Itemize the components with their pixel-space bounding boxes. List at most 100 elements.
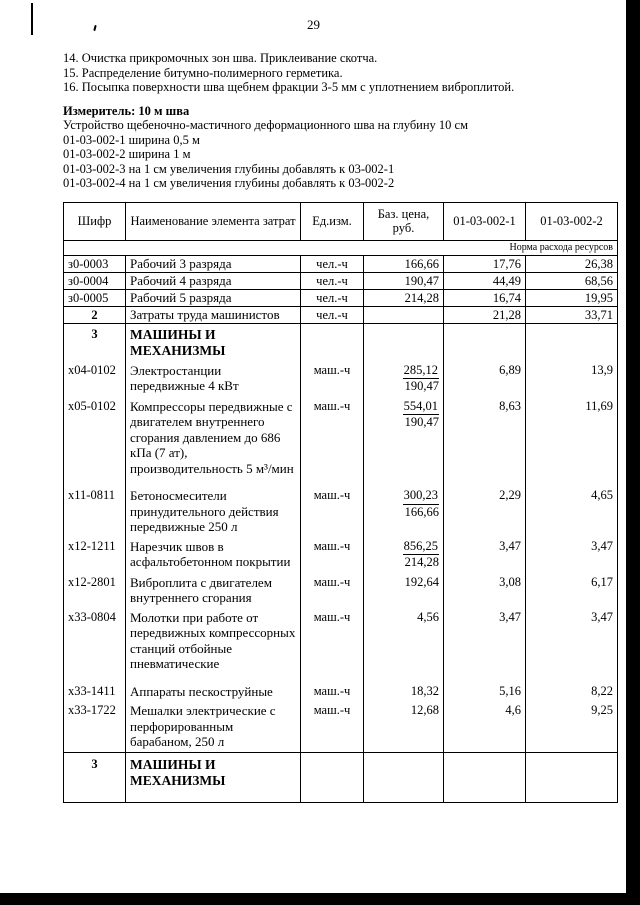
cell-unit: маш.-ч: [300, 607, 364, 674]
cell-price: 856,25 214,28: [363, 536, 444, 573]
col-header-unit: Ед.изм.: [300, 202, 364, 241]
cell-v1: 3,47: [443, 536, 526, 573]
description-line: 01-03-002-4 на 1 см увеличения глубины д…: [63, 176, 395, 191]
table-row: х12-2801 Виброплита с двигателем внутренн…: [63, 572, 618, 608]
cell-price: 190,47: [363, 272, 444, 290]
measure-label: Измеритель: 10 м шва: [63, 103, 190, 118]
cell-unit: маш.-ч: [300, 396, 364, 479]
cell-name: МАШИНЫ И МЕХАНИЗМЫ: [125, 323, 301, 361]
price-denominator: 166,66: [404, 504, 439, 519]
cell-v1: 4,6: [443, 701, 526, 753]
cell-v2: 3,47: [525, 536, 618, 573]
cell-price: 214,28: [363, 289, 444, 307]
scan-edge-right: [626, 0, 640, 905]
cell-name: Компрессоры передвижные с двигателем вну…: [125, 396, 301, 479]
table-row: х33-1411 Аппараты пескоструйные маш.-ч 18,3…: [63, 673, 618, 702]
description-line: 01-03-002-2 ширина 1 м: [63, 147, 191, 162]
col-header-price: Баз. цена, руб.: [363, 202, 444, 241]
cell-unit: маш.-ч: [300, 572, 364, 608]
content: 14. Очистка прикромочных зон шва. Прикле…: [0, 51, 618, 803]
cell-code: з0-0004: [63, 272, 126, 290]
cell-unit: маш.-ч: [300, 701, 364, 753]
cell-v2: 68,56: [525, 272, 618, 290]
cell-name: МАШИНЫ И МЕХАНИЗМЫ: [125, 751, 301, 803]
cell-unit: чел.-ч: [300, 306, 364, 324]
cell-code: х33-0804: [63, 607, 126, 674]
intro-item-15: 15. Распределение битумно-полимерного ге…: [63, 65, 343, 80]
cell-price: 18,32: [363, 673, 444, 702]
cell-code: х11-0811: [63, 478, 126, 537]
description-line: 01-03-002-1 ширина 0,5 м: [63, 132, 200, 147]
table-row: 3 МАШИНЫ И МЕХАНИЗМЫ: [63, 323, 618, 361]
note-label: Норма расхода ресурсов: [63, 240, 618, 256]
cell-unit: маш.-ч: [300, 478, 364, 537]
cell-code: 2: [63, 306, 126, 324]
cell-v1: 16,74: [443, 289, 526, 307]
cell-price: [363, 306, 444, 324]
page-number: 29: [307, 17, 320, 32]
intro-item-14: 14. Очистка прикромочных зон шва. Прикле…: [63, 51, 378, 65]
table-row: х04-0102 Электростанции передвижные 4 кВт…: [63, 360, 618, 397]
cell-name: Затраты труда машинистов: [125, 306, 301, 324]
cell-price: 285,12 190,47: [363, 360, 444, 397]
cell-price: 554,01 190,47: [363, 396, 444, 479]
description-block: Устройство щебеночно-мастичного деформац…: [63, 118, 617, 191]
price-numerator: 300,23: [402, 488, 439, 505]
cell-unit: маш.-ч: [300, 673, 364, 702]
cell-price: 300,23 166,66: [363, 478, 444, 537]
cell-name: Электростанции передвижные 4 кВт: [125, 360, 301, 397]
cell-v2: 4,65: [525, 478, 618, 537]
cell-unit: [300, 751, 364, 803]
cell-name: Рабочий 4 разряда: [125, 272, 301, 290]
table-row: х33-1722 Мешалки электрические с перфорир…: [63, 701, 618, 753]
scan-artifact-line: [31, 3, 33, 35]
cell-v2: 8,22: [525, 673, 618, 702]
col-header-002-2: 01-03-002-2: [525, 202, 618, 241]
cell-unit: маш.-ч: [300, 360, 364, 397]
note-row: Норма расхода ресурсов: [63, 240, 618, 256]
cell-code: х33-1411: [63, 673, 126, 702]
price-numerator: 285,12: [402, 363, 439, 380]
price-denominator: 190,47: [404, 415, 439, 430]
cell-v1: 17,76: [443, 255, 526, 273]
table-row: з0-0003 Рабочий 3 разряда чел.-ч 166,66 17,7…: [63, 255, 618, 273]
intro-list: 14. Очистка прикромочных зон шва. Прикле…: [63, 51, 617, 95]
cell-v1: 44,49: [443, 272, 526, 290]
table-body: з0-0003 Рабочий 3 разряда чел.-ч 166,66 17,7…: [63, 255, 618, 803]
cell-unit: чел.-ч: [300, 255, 364, 273]
cell-code: з0-0005: [63, 289, 126, 307]
cell-v2: 3,47: [525, 607, 618, 674]
cell-code: з0-0003: [63, 255, 126, 273]
cell-unit: чел.-ч: [300, 289, 364, 307]
cell-price: 12,68: [363, 701, 444, 753]
table-row: 2 Затраты труда машинистов чел.-ч 21,28 33,7…: [63, 306, 618, 324]
cell-v1: 2,29: [443, 478, 526, 537]
cell-price: 192,64: [363, 572, 444, 608]
cell-v2: 19,95: [525, 289, 618, 307]
table-row: х12-1211 Нарезчик швов в асфальтобетонном…: [63, 536, 618, 573]
price-denominator: 214,28: [404, 555, 439, 570]
cell-v1: 5,16: [443, 673, 526, 702]
col-header-002-1: 01-03-002-1: [443, 202, 526, 241]
col-header-name: Наименование элемента затрат: [125, 202, 301, 241]
cell-v1: 3,08: [443, 572, 526, 608]
cell-price: [363, 751, 444, 803]
cell-name: Молотки при работе от передвижных компре…: [125, 607, 301, 674]
cell-unit: чел.-ч: [300, 272, 364, 290]
cell-v1: 3,47: [443, 607, 526, 674]
table-row: з0-0005 Рабочий 5 разряда чел.-ч 214,28 16,7…: [63, 289, 618, 307]
cell-v1: [443, 323, 526, 361]
cell-name: Виброплита с двигателем внутреннего сгор…: [125, 572, 301, 608]
table-header-row: Шифр Наименование элемента затрат Ед.изм…: [63, 202, 618, 241]
cost-table: Шифр Наименование элемента затрат Ед.изм…: [63, 201, 618, 803]
cell-v2: 26,38: [525, 255, 618, 273]
cell-name: Мешалки электрические с перфорированным …: [125, 701, 301, 753]
cell-name: Бетоносмесители принудительного действия…: [125, 478, 301, 537]
cell-code: 3: [63, 323, 126, 361]
cell-unit: [300, 323, 364, 361]
cell-v1: 6,89: [443, 360, 526, 397]
cell-unit: маш.-ч: [300, 536, 364, 573]
price-denominator: 190,47: [404, 379, 439, 394]
cell-code: х12-2801: [63, 572, 126, 608]
